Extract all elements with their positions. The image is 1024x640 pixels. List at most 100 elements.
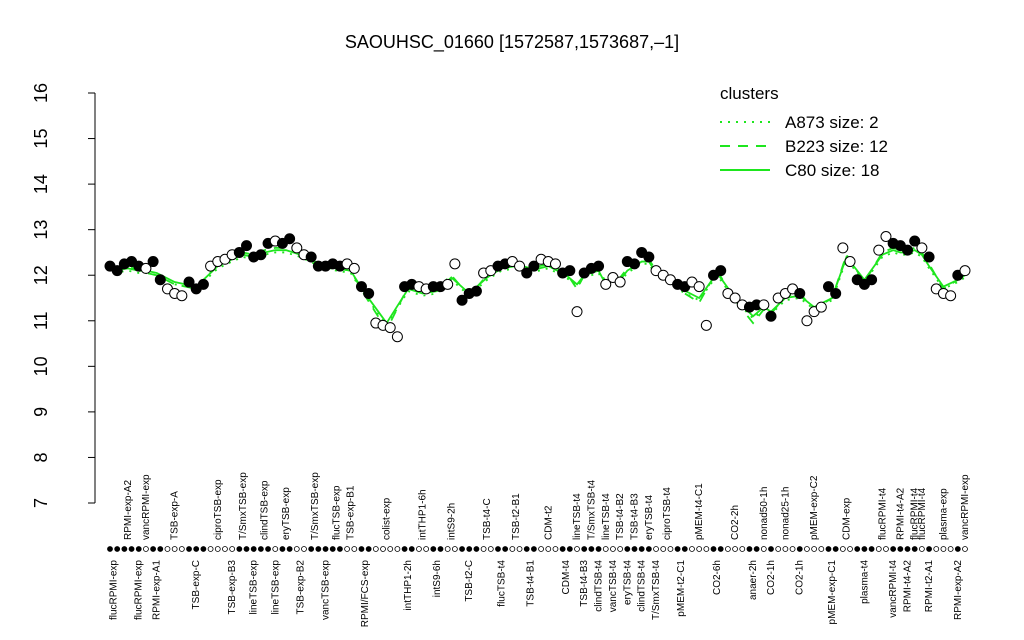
x-label: RPMI-t4-A2 xyxy=(895,487,906,540)
data-point xyxy=(147,256,159,268)
rug-dot xyxy=(962,546,968,552)
rug-dot xyxy=(265,546,271,552)
x-label: colist-exp xyxy=(382,497,393,540)
x-label: pMEM-t4-C1 xyxy=(694,483,705,540)
rug-dot xyxy=(947,546,954,552)
x-label: TSB-exp-B3 xyxy=(227,560,238,615)
rug-dot xyxy=(531,546,537,552)
rug-dot xyxy=(897,546,904,552)
x-label: T/SmxTSB-t4 xyxy=(651,560,662,620)
data-point xyxy=(449,258,461,270)
rug-dot xyxy=(904,546,911,552)
rug-dot xyxy=(193,546,200,552)
data-point xyxy=(348,262,360,274)
x-label: vancRPMI-t4 xyxy=(888,560,899,618)
x-label: intS9-2h xyxy=(446,503,457,540)
rug-dot xyxy=(401,546,408,552)
rug-dot xyxy=(552,546,559,552)
rug-dot xyxy=(114,546,121,552)
data-point xyxy=(470,285,482,297)
data-point xyxy=(571,306,583,318)
rug-dot xyxy=(933,546,940,552)
rug-dot xyxy=(207,546,214,552)
rug-dot xyxy=(135,546,142,552)
rug-dot xyxy=(674,546,681,552)
rug-dot xyxy=(796,546,803,552)
rug-dot xyxy=(128,546,135,552)
x-label: TSB-t2-C xyxy=(464,560,475,602)
rug-dot xyxy=(487,546,494,552)
rug-dot xyxy=(739,546,746,552)
data-point xyxy=(923,251,935,263)
rug-dot xyxy=(351,546,358,552)
rug-dot xyxy=(681,546,688,552)
data-point xyxy=(614,276,626,288)
rug-dot xyxy=(911,546,918,552)
y-tick-label: 13 xyxy=(31,220,51,240)
legend-label: C80 size: 18 xyxy=(785,161,880,180)
data-point xyxy=(945,290,957,302)
rug-dot xyxy=(394,546,401,552)
data-point xyxy=(765,310,777,322)
data-point xyxy=(801,315,813,327)
rug-dot xyxy=(358,546,365,552)
rug-dot xyxy=(538,546,544,552)
rug-dot xyxy=(732,546,738,552)
rug-dot xyxy=(710,546,717,552)
rug-dot xyxy=(286,546,293,552)
x-label: flucTSB-t4 xyxy=(497,560,508,607)
rug-dot xyxy=(365,546,372,552)
x-label: intTHP1-2h xyxy=(403,560,414,611)
x-label: intTHP1-6h xyxy=(418,489,429,540)
rug-dot xyxy=(157,546,164,552)
x-label: flucTSB-exp xyxy=(331,485,342,540)
data-point xyxy=(600,278,612,290)
data-point xyxy=(255,249,267,261)
rug-dot xyxy=(545,546,552,552)
rug-dot xyxy=(279,546,286,552)
rug-dot xyxy=(473,546,480,552)
rug-dot xyxy=(653,546,659,552)
rug-dot xyxy=(229,546,236,552)
x-label: CDM-t2 xyxy=(543,505,554,540)
rug-dot xyxy=(746,546,753,552)
rug-dot xyxy=(918,546,925,552)
x-label: TSB-exp-A xyxy=(170,491,181,540)
rug-dot xyxy=(308,546,315,552)
rug-dot xyxy=(243,546,250,552)
data-point xyxy=(815,301,827,313)
data-point xyxy=(758,299,770,311)
x-label: lineTSB-exp xyxy=(249,560,260,615)
data-point xyxy=(197,278,209,290)
rug-dot xyxy=(760,546,767,552)
data-point xyxy=(355,281,367,293)
rug-dot xyxy=(775,546,782,552)
rug-dot xyxy=(250,546,257,552)
data-point xyxy=(729,292,741,304)
rug-dot xyxy=(437,546,444,552)
x-label: RPMI-t4-A2 xyxy=(903,560,914,613)
rug-dot xyxy=(272,546,279,552)
rug-dot xyxy=(768,546,774,552)
rug-dot xyxy=(387,546,394,552)
x-label: TSB-t2-B1 xyxy=(511,493,522,540)
x-label: TSB-exp-C xyxy=(191,560,202,609)
x-label: CO2-2h xyxy=(730,505,741,540)
y-tick-label: 11 xyxy=(31,311,51,330)
rug-dot xyxy=(631,546,638,552)
data-point xyxy=(628,258,640,270)
rug-dot xyxy=(408,546,415,552)
rug-dot xyxy=(832,546,839,552)
rug-dot xyxy=(954,546,961,552)
data-point xyxy=(830,287,842,299)
rug-dot xyxy=(559,546,566,552)
x-label: T/SmxTSB-exp xyxy=(310,472,321,540)
data-point xyxy=(154,274,166,286)
rug-dot xyxy=(753,546,760,552)
rug-dot xyxy=(344,546,351,552)
rug-dot xyxy=(818,546,825,552)
x-label: lineTSB-t4 xyxy=(572,493,583,540)
rug-dot xyxy=(610,546,616,552)
rug-dot xyxy=(581,546,588,552)
data-point xyxy=(111,265,123,277)
